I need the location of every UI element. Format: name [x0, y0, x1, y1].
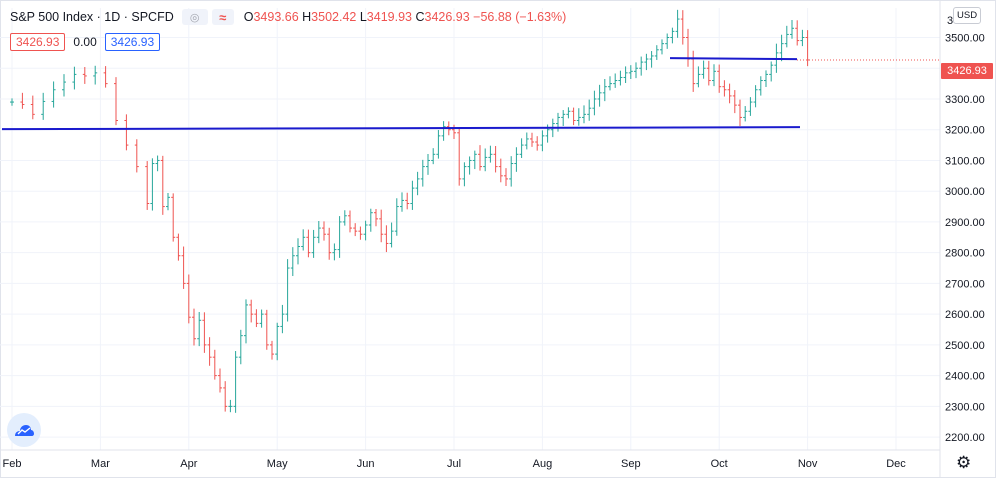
x-tick-label: Jun — [357, 458, 375, 470]
y-tick-label: 3100.00 — [945, 155, 985, 167]
time-axis: Feb Mar Apr May Jun Jul Aug Sep Oct Nov Dec — [3, 458, 907, 470]
tradingview-logo-icon[interactable] — [7, 413, 41, 447]
last-price-label: 3426.93 — [941, 63, 993, 79]
y-tick-label: 2900.00 — [945, 217, 985, 229]
x-tick-label: Mar — [91, 458, 110, 470]
y-tick-label: 2400.00 — [945, 371, 985, 383]
y-tick-label: 3500.00 — [945, 33, 985, 45]
settings-gear-icon[interactable]: ⚙ — [956, 453, 972, 472]
resistance-line — [669, 57, 798, 61]
y-tick-label: 3300.00 — [945, 94, 985, 106]
y-tick-label: 2200.00 — [945, 432, 985, 444]
x-tick-label: Jul — [447, 458, 461, 470]
x-tick-label: Dec — [886, 458, 906, 470]
symbol-legend: S&P 500 Index · 1D · SPCFD ◎ ≈ O3493.66 … — [10, 9, 566, 25]
price-box-red: 3426.93 — [10, 33, 66, 51]
support-line — [1, 126, 801, 131]
y-tick-label: 3000.00 — [945, 186, 985, 198]
indicator-row: 3426.93 0.00 3426.93 — [10, 33, 161, 51]
x-tick-label: Sep — [621, 458, 641, 470]
trend-lines — [1, 57, 940, 131]
x-tick-label: Apr — [180, 458, 197, 470]
y-tick-label: 2500.00 — [945, 340, 985, 352]
wave-icon[interactable]: ≈ — [211, 9, 234, 25]
y-tick-label: 3200.00 — [945, 125, 985, 137]
currency-button[interactable]: USD — [953, 7, 982, 24]
ohlc-bars — [10, 9, 810, 413]
x-tick-label: Aug — [533, 458, 553, 470]
y-tick-label: 2800.00 — [945, 248, 985, 260]
zero-value: 0.00 — [73, 35, 97, 49]
price-box-blue: 3426.93 — [104, 33, 161, 51]
symbol-title[interactable]: S&P 500 Index · 1D · SPCFD — [10, 10, 174, 24]
change-value: −56.88 (−1.63%) — [473, 10, 567, 24]
y-tick-label-partial: 3 — [947, 15, 953, 27]
x-tick-label: Oct — [711, 458, 728, 470]
x-tick-label: Feb — [3, 458, 22, 470]
y-tick-label: 2300.00 — [945, 401, 985, 413]
x-tick-label: May — [267, 458, 288, 470]
ohlc-values: O3493.66 H3502.42 L3419.93 C3426.93 −56.… — [243, 10, 567, 24]
grid — [0, 8, 940, 450]
eye-icon[interactable]: ◎ — [181, 9, 208, 25]
y-tick-label: 2700.00 — [945, 278, 985, 290]
y-tick-label: 2600.00 — [945, 309, 985, 321]
x-tick-label: Nov — [798, 458, 818, 470]
